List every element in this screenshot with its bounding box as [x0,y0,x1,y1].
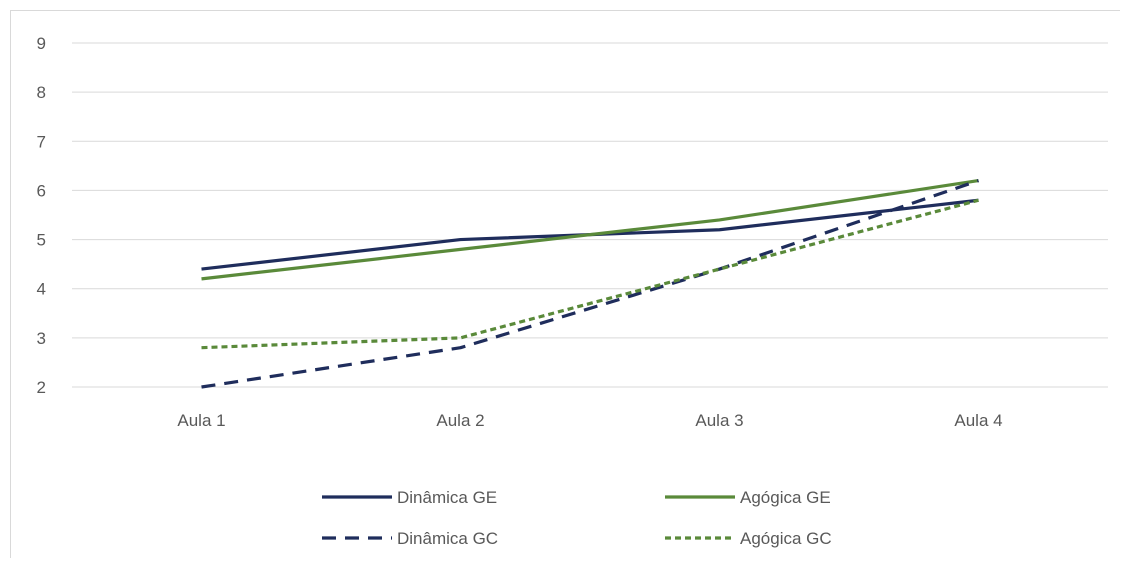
series-line-3 [201,198,979,350]
series-lines [201,179,980,389]
legend-label: Agógica GC [740,529,832,548]
x-tick-label: Aula 1 [177,411,225,430]
legend-label: Dinâmica GC [397,529,498,548]
y-axis-tick-labels: 2 3 4 5 6 7 8 9 [37,34,46,397]
y-tick-label: 7 [37,132,46,151]
series-line-1 [201,179,979,281]
y-tick-label: 6 [37,181,46,200]
y-tick-label: 4 [37,280,46,299]
series-line-2 [201,179,980,389]
y-tick-label: 3 [37,329,46,348]
legend-label: Agógica GE [740,488,831,507]
gridlines [72,42,1108,339]
y-tick-label: 8 [37,83,46,102]
chart-frame [10,10,1120,558]
legend: Dinâmica GE Agógica GE Dinâmica GC Agógica … [322,488,832,548]
y-tick-label: 9 [37,34,46,53]
x-tick-label: Aula 4 [954,411,1002,430]
x-tick-label: Aula 3 [695,411,743,430]
x-axis-tick-labels: Aula 1 Aula 2 Aula 3 Aula 4 [177,411,1002,430]
y-tick-label: 2 [37,378,46,397]
y-tick-label: 5 [37,231,46,250]
legend-label: Dinâmica GE [397,488,497,507]
x-tick-label: Aula 2 [436,411,484,430]
